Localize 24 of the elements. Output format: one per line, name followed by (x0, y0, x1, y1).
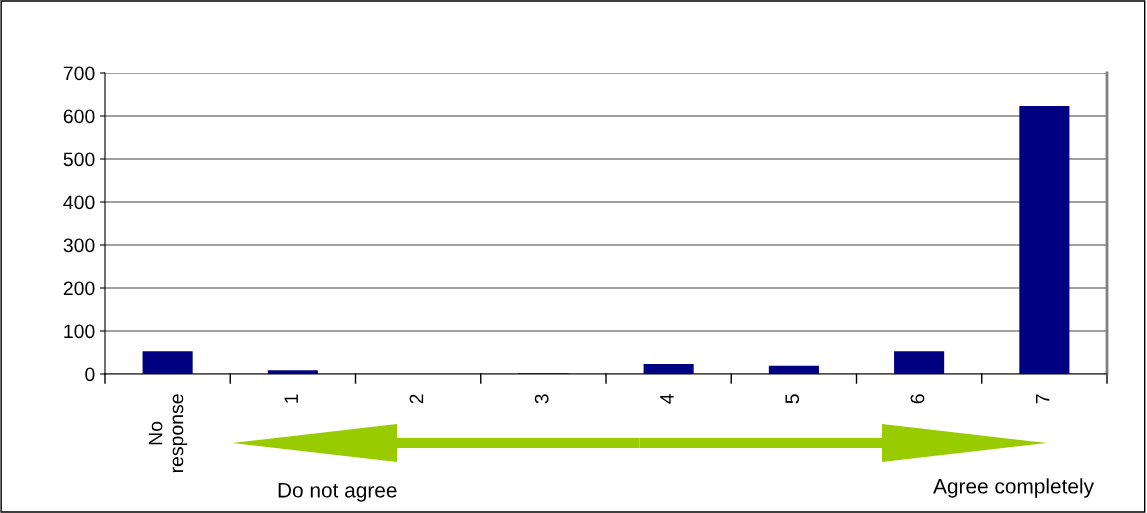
y-tick-label: 200 (63, 281, 95, 296)
bar (643, 364, 694, 374)
x-tick-label: 4 (660, 394, 674, 404)
x-tick-label: 1 (284, 394, 298, 403)
bar (142, 351, 193, 374)
x-tick-label: No response (148, 394, 188, 473)
bar (768, 365, 819, 374)
y-tick-label: 400 (63, 195, 95, 210)
y-tick-label: 100 (64, 324, 95, 339)
y-tick-label: 500 (63, 152, 95, 167)
bar (1019, 106, 1070, 374)
bar (894, 351, 945, 374)
y-tick-label: 600 (63, 109, 95, 124)
text: Agree completely (933, 478, 1094, 498)
text: Do not agree (278, 483, 397, 502)
y-tick-label: 700 (63, 66, 95, 81)
bar (267, 370, 318, 374)
y-tick-label: 300 (63, 238, 95, 253)
y-tick-label: 0 (85, 367, 95, 382)
x-tick-label: 3 (534, 394, 549, 404)
x-tick-label: 7 (1036, 394, 1050, 404)
x-tick-label: 5 (785, 394, 800, 404)
x-tick-label: 2 (409, 394, 424, 404)
x-tick-label: 6 (910, 394, 925, 404)
